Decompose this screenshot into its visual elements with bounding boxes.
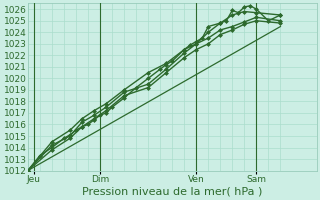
X-axis label: Pression niveau de la mer( hPa ): Pression niveau de la mer( hPa ) [82,187,262,197]
